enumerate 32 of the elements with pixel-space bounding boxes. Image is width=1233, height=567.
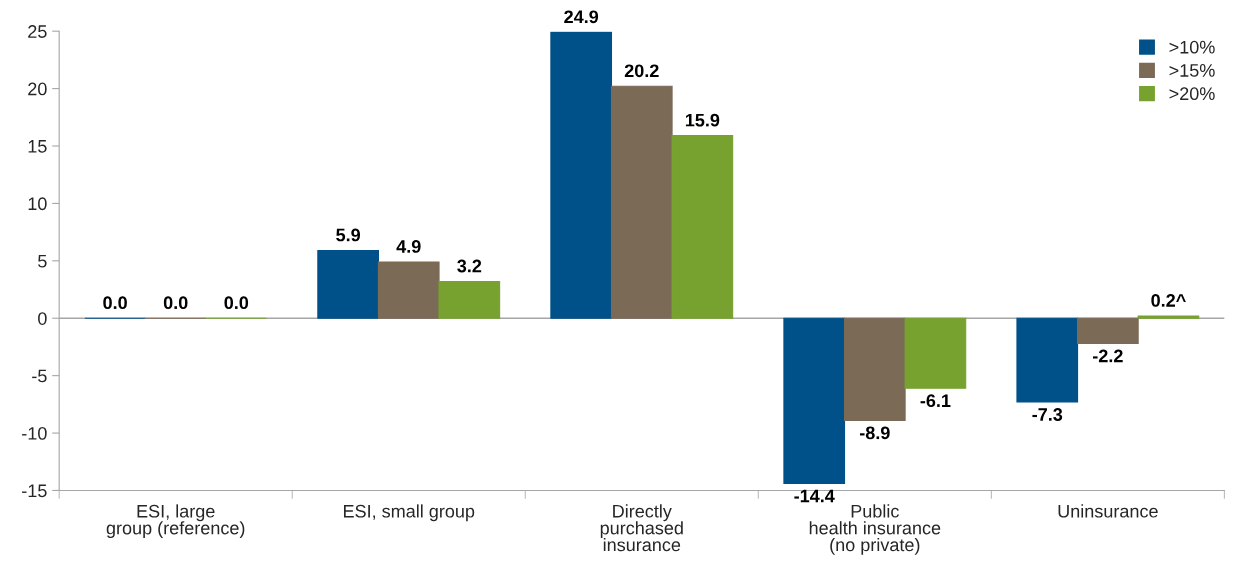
x-tick-label: ESI, small group (343, 504, 475, 522)
legend-label: >20% (1169, 87, 1215, 101)
x-tick-label: ESI, large group (reference) (106, 504, 245, 539)
y-tick-label: -15 (22, 484, 47, 498)
data-label: -14.4 (794, 489, 835, 503)
y-tick-label: -10 (22, 426, 47, 440)
x-tick-label: Uninsurance (1058, 504, 1158, 518)
data-label: 20.2 (624, 64, 659, 78)
data-label: -2.2 (1093, 349, 1123, 363)
y-tick-label: -5 (32, 369, 47, 383)
y-tick-label: 10 (28, 197, 47, 211)
data-label: -6.1 (920, 394, 951, 408)
data-label: 24.9 (564, 10, 599, 24)
data-label: 3.2 (457, 259, 482, 273)
x-tick-label: Public health insurance (no private) (809, 504, 941, 555)
legend-label: >10% (1169, 40, 1215, 54)
y-tick-label: 20 (28, 82, 47, 96)
y-tick-label: 0 (38, 312, 47, 325)
y-tick-label: 5 (38, 254, 47, 268)
legend-label: >15% (1169, 64, 1215, 77)
data-label: 0.0 (224, 296, 249, 310)
data-label: 15.9 (685, 113, 720, 127)
data-label: -7.3 (1032, 408, 1063, 421)
data-label: 0.2^ (1151, 294, 1186, 307)
data-label: 5.9 (336, 228, 361, 242)
y-tick-label: 25 (28, 25, 47, 38)
data-label: 4.9 (396, 240, 421, 253)
x-tick-label: Directly purchased insurance (600, 504, 683, 552)
data-label: -8.9 (859, 426, 890, 440)
data-label: 0.0 (103, 296, 127, 310)
y-tick-label: 15 (28, 140, 47, 153)
data-label: 0.0 (163, 296, 188, 310)
